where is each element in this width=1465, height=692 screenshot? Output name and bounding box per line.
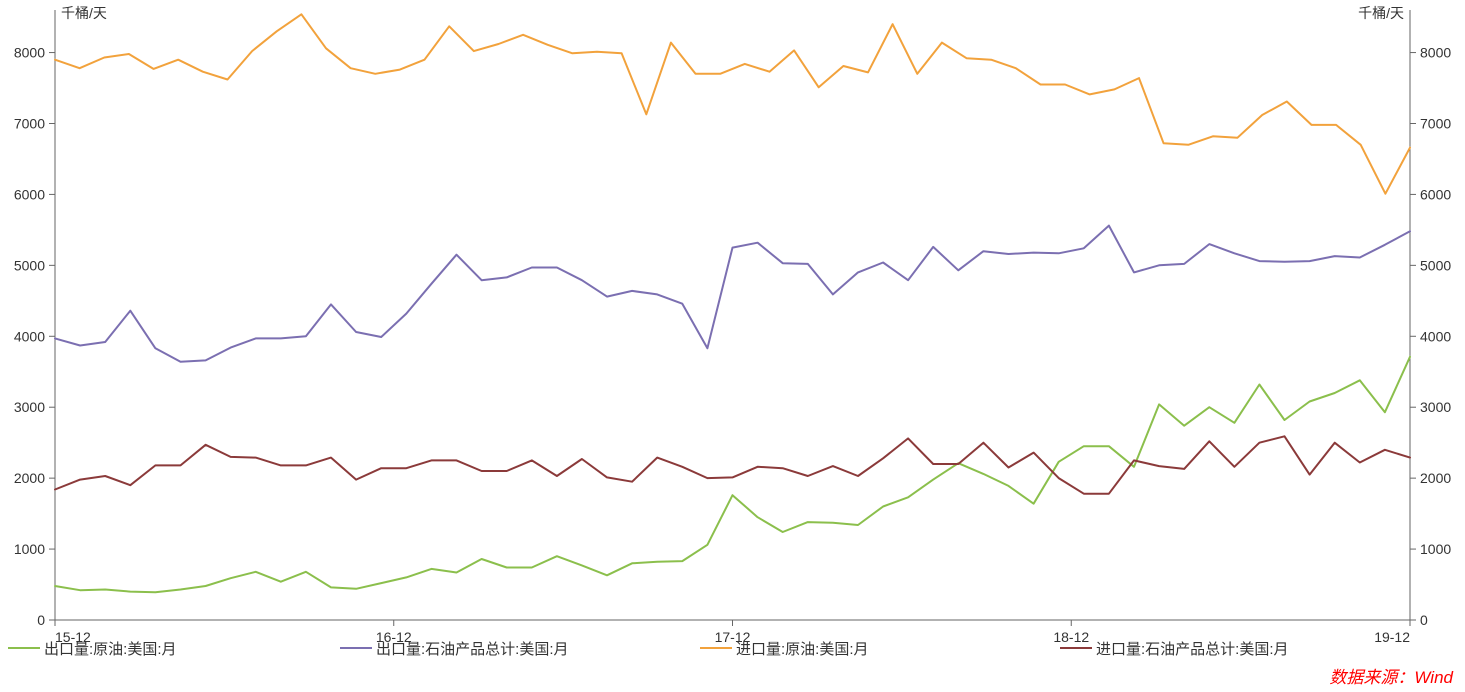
legend-label: 出口量:原油:美国:月 [44, 638, 177, 659]
legend-swatch [340, 647, 372, 649]
y-right-tick-label: 0 [1420, 612, 1428, 628]
legend-label: 进口量:石油产品总计:美国:月 [1096, 638, 1289, 659]
y-left-tick-label: 4000 [14, 328, 45, 344]
chart-container: 0 1000 2000 3000 4000 5000 6000 7000 8000 千桶/天 0 10… [0, 0, 1465, 692]
y-left-tick-label: 3000 [14, 399, 45, 415]
y-left-tick-label: 6000 [14, 186, 45, 202]
y-left-tick-label: 0 [37, 612, 45, 628]
y-left-tick-label: 7000 [14, 115, 45, 131]
line-chart: 0 1000 2000 3000 4000 5000 6000 7000 8000 千桶/天 0 10… [0, 0, 1465, 692]
legend-label: 进口量:原油:美国:月 [736, 638, 869, 659]
legend-swatch [8, 647, 40, 649]
y-right-tick-label: 3000 [1420, 399, 1451, 415]
y-left-tick-label: 1000 [14, 541, 45, 557]
legend-swatch [1060, 647, 1092, 649]
legend-swatch [700, 647, 732, 649]
y-right-tick-label: 7000 [1420, 115, 1451, 131]
legend-item: 进口量:石油产品总计:美国:月 [1060, 638, 1289, 659]
y-right-tick-label: 6000 [1420, 186, 1451, 202]
y-left-title: 千桶/天 [61, 5, 107, 21]
y-right-tick-label: 4000 [1420, 328, 1451, 344]
y-right-tick-label: 1000 [1420, 541, 1451, 557]
legend-item: 出口量:原油:美国:月 [8, 638, 177, 659]
y-right-tick-label: 2000 [1420, 470, 1451, 486]
y-left-tick-label: 5000 [14, 257, 45, 273]
legend-item: 出口量:石油产品总计:美国:月 [340, 638, 569, 659]
y-left-tick-label: 2000 [14, 470, 45, 486]
y-right-title: 千桶/天 [1358, 5, 1404, 21]
legend-item: 进口量:原油:美国:月 [700, 638, 869, 659]
legend-label: 出口量:石油产品总计:美国:月 [376, 638, 569, 659]
source-label: 数据来源：Wind [1329, 663, 1453, 688]
y-right-tick-label: 5000 [1420, 257, 1451, 273]
y-right-tick-label: 8000 [1420, 45, 1451, 61]
y-left-tick-label: 8000 [14, 45, 45, 61]
x-tick-label: 19-12 [1374, 629, 1410, 645]
